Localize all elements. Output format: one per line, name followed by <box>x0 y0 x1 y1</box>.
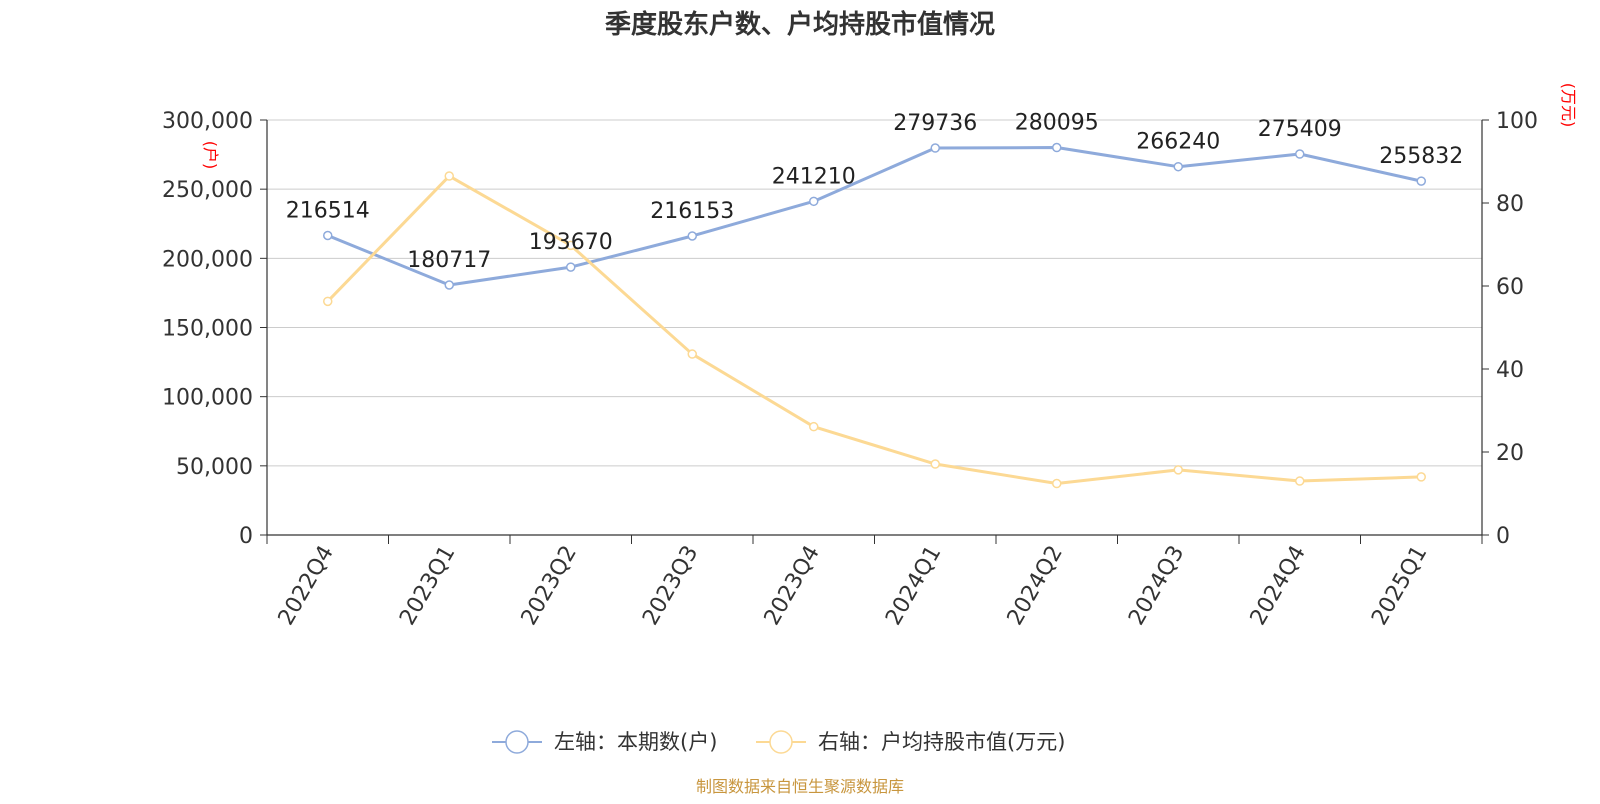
source-note: 制图数据来自恒生聚源数据库 <box>696 777 904 796</box>
data-point-left <box>1295 149 1305 159</box>
data-point-left <box>1173 161 1183 172</box>
data-point-right <box>1052 478 1062 489</box>
legend-label-left-series: 左轴：本期数(户) <box>554 730 717 754</box>
left-axis-tick-label: 150,000 <box>162 317 253 342</box>
data-point-left <box>1416 176 1426 186</box>
left-axis-tick-label: 100,000 <box>162 386 253 411</box>
data-point-right <box>809 421 819 432</box>
data-label: 241210 <box>772 164 856 189</box>
legend-circle-icon <box>769 730 793 754</box>
data-point-left <box>444 280 454 290</box>
series-line-right <box>326 174 1422 486</box>
x-axis-tick-label: 2023Q3 <box>638 542 703 630</box>
data-point-right <box>930 459 940 469</box>
data-point-left <box>566 262 576 272</box>
data-point-right <box>1416 472 1426 482</box>
x-axis-tick-label: 2023Q4 <box>760 542 825 630</box>
data-point-right <box>687 349 697 359</box>
x-axis-tick-label: 2025Q1 <box>1367 542 1432 630</box>
data-point-left <box>323 230 333 241</box>
x-axis-tick-label: 2024Q3 <box>1124 542 1189 630</box>
data-label: 279736 <box>893 111 977 136</box>
data-point-right <box>323 296 333 307</box>
x-axis-tick-label: 2022Q4 <box>274 542 339 630</box>
left-axis-unit-label: (户) <box>201 141 220 170</box>
right-axis-tick-label: 0 <box>1496 524 1510 549</box>
left-axis-tick-label: 250,000 <box>162 178 253 203</box>
data-point-right <box>1295 476 1305 486</box>
data-label: 266240 <box>1136 130 1220 155</box>
data-label: 275409 <box>1258 117 1342 142</box>
legend-circle-icon <box>505 730 529 754</box>
data-label: 280095 <box>1015 111 1099 136</box>
data-label: 193670 <box>529 230 613 255</box>
data-point-right <box>444 171 454 181</box>
data-label: 180717 <box>407 248 491 273</box>
legend: 左轴：本期数(户) 右轴：户均持股市值(万元) <box>492 730 1065 754</box>
right-axis-unit-label: (万元) <box>1559 83 1578 128</box>
data-point-left <box>930 143 940 153</box>
left-axis-tick-label: 300,000 <box>162 109 253 134</box>
right-axis-tick-label: 100 <box>1496 109 1538 134</box>
legend-item-right-series[interactable]: 右轴：户均持股市值(万元) <box>756 730 1065 754</box>
left-axis-tick-label: 200,000 <box>162 247 253 272</box>
x-axis-tick-label: 2024Q4 <box>1246 542 1311 630</box>
chart-title: 季度股东户数、户均持股市值情况 <box>605 9 995 40</box>
series-lines <box>323 142 1426 489</box>
left-axis-tick-label: 0 <box>239 524 253 549</box>
data-label: 216514 <box>286 198 370 223</box>
left-axis-tick-label: 50,000 <box>176 455 253 480</box>
data-label: 255832 <box>1379 144 1463 169</box>
data-label: 216153 <box>650 199 734 224</box>
right-axis-tick-label: 60 <box>1496 275 1524 300</box>
data-point-left <box>687 231 697 241</box>
x-axis-tick-label: 2024Q1 <box>881 542 946 630</box>
data-point-right <box>1173 465 1183 475</box>
x-axis-tick-label: 2024Q2 <box>1003 542 1068 630</box>
legend-label-right-series: 右轴：户均持股市值(万元) <box>818 730 1065 754</box>
data-point-left <box>1052 142 1062 153</box>
data-point-left <box>809 196 819 207</box>
x-axis-tick-label: 2023Q1 <box>395 542 460 630</box>
x-axis-tick-label: 2023Q2 <box>517 542 582 630</box>
data-point-right <box>566 240 576 251</box>
right-axis-tick-label: 40 <box>1496 358 1524 383</box>
right-axis-tick-label: 80 <box>1496 192 1524 217</box>
right-axis-tick-label: 20 <box>1496 441 1524 466</box>
legend-item-left-series[interactable]: 左轴：本期数(户) <box>492 730 717 754</box>
series-line-left <box>327 146 1422 287</box>
data-labels: 216514 180717 193670 216153 241210 279736 2800… <box>286 111 1463 273</box>
